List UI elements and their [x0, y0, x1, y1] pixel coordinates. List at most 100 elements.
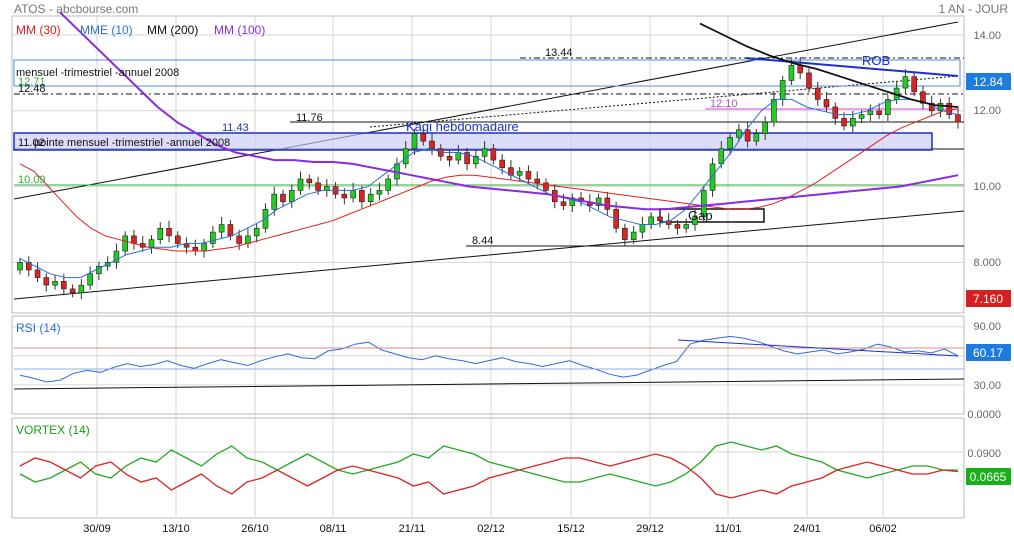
candle-body-37 — [341, 193, 348, 199]
candle-body-13 — [131, 235, 137, 244]
candle-body-77 — [692, 216, 698, 225]
legend-mm100: MM (100) — [214, 23, 265, 37]
rsi-divergence-line — [677, 339, 959, 357]
candle-body-32 — [297, 178, 304, 191]
candle-body-89 — [797, 65, 804, 74]
candle-body-33 — [306, 178, 313, 184]
candle-body-92 — [823, 99, 830, 108]
candle-body-62 — [560, 201, 567, 206]
candle-body-107 — [955, 114, 961, 123]
price-panel — [11, 15, 965, 314]
indicators — [13, 11, 965, 499]
label-11-02: 11.02 — [18, 137, 45, 149]
price-tick-10: 10.00 — [973, 181, 1001, 193]
candle-body-16 — [157, 227, 164, 240]
candle-body-39 — [359, 190, 365, 203]
candle-body-81 — [727, 137, 733, 150]
vortex-panel — [11, 417, 965, 519]
candle-body-41 — [376, 190, 383, 195]
rob-neckline — [745, 57, 959, 77]
ma-line-0 — [19, 108, 959, 252]
label-mensuel-2008: mensuel -trimestriel -annuel 2008 — [16, 67, 179, 79]
label-12-48: 12.48 — [18, 83, 46, 95]
candle-body-90 — [806, 72, 812, 89]
label-8-44: 8.44 — [472, 235, 493, 247]
legend-mm200: MM (200) — [147, 23, 198, 37]
label-12-10: 12.10 — [710, 98, 738, 110]
date-tick-11-01: 11/01 — [715, 523, 742, 535]
candle-body-53 — [481, 148, 488, 157]
label-pointe-2008: pointe mensuel -trimestriel -annuel 2008 — [34, 137, 230, 149]
candle-body-104 — [928, 102, 935, 112]
candle-body-95 — [850, 118, 856, 127]
ma-line-3 — [59, 11, 959, 211]
date-tick-26-10: 26/10 — [241, 523, 269, 535]
candle-body-84 — [753, 133, 760, 142]
candle-body-71 — [639, 224, 646, 233]
date-tick-24-01: 24/01 — [793, 523, 821, 535]
candle-body-75 — [674, 224, 681, 229]
channel-trendline — [13, 21, 959, 200]
candle-body-86 — [771, 99, 777, 123]
candle-body-88 — [788, 65, 795, 81]
chart-source: ATOS - abcbourse.com — [14, 2, 138, 16]
candle-body-0 — [17, 262, 23, 271]
candle-body-69 — [622, 227, 628, 240]
candle-body-47 — [429, 140, 435, 149]
candle-body-106 — [946, 102, 953, 115]
candle-body-12 — [122, 235, 128, 252]
vortex-axis: VORTEX (14) 0.0900 0.0665 — [16, 423, 1011, 485]
candle-body-91 — [814, 87, 821, 100]
candle-body-99 — [885, 99, 891, 115]
rsi-axis: RSI (14) 90.00 30.00 0.0000 60.17 — [16, 321, 1011, 421]
grid — [12, 16, 964, 518]
candle-body-70 — [630, 231, 637, 240]
candle-body-52 — [473, 155, 479, 165]
label-11-43: 11.43 — [222, 122, 249, 134]
candle-body-11 — [113, 250, 120, 263]
vortex-title: VORTEX (14) — [16, 423, 90, 437]
candle-body-59 — [534, 178, 541, 184]
candle-body-45 — [411, 133, 418, 149]
candle-body-21 — [201, 243, 207, 252]
candle-body-29 — [271, 193, 278, 210]
candle-body-22 — [210, 231, 216, 244]
low-marker-value: 7.160 — [973, 292, 1003, 306]
candle-body-20 — [192, 246, 199, 252]
rsi-title: RSI (14) — [16, 321, 61, 335]
vortex-line-0 — [19, 441, 958, 487]
candle-body-102 — [911, 76, 917, 93]
candle-body-50 — [455, 152, 462, 161]
label-13-44: 13.44 — [545, 47, 573, 59]
candle-body-98 — [876, 110, 882, 115]
candle-body-105 — [937, 102, 944, 112]
chart-period: 1 AN - JOUR — [939, 2, 1009, 16]
date-tick-13-10: 13/10 — [162, 523, 190, 535]
vortex-tick-0-09: 0.0900 — [967, 448, 1001, 460]
price-tick-14: 14.00 — [973, 30, 1001, 42]
candle-body-34 — [315, 182, 321, 191]
candle-body-31 — [288, 190, 295, 203]
candle-body-44 — [402, 148, 409, 165]
label-rob: ROB — [862, 53, 890, 68]
candle-body-58 — [525, 171, 532, 180]
last-price-value: 12.84 — [973, 75, 1003, 89]
rsi-trendline — [13, 378, 965, 390]
candle-body-42 — [385, 178, 391, 191]
candle-body-51 — [464, 152, 470, 165]
date-tick-08-11: 08/11 — [320, 523, 347, 535]
candle-body-49 — [446, 155, 453, 161]
label-10-09: 10.09 — [18, 174, 46, 186]
candle-body-76 — [683, 224, 690, 229]
vortex-last-value: 0.0665 — [970, 470, 1007, 484]
candle-body-30 — [280, 193, 286, 203]
candle-body-15 — [148, 239, 155, 248]
zone-pointe-2008 — [13, 132, 933, 151]
rsi-last-value: 60.17 — [973, 346, 1003, 360]
ma-line-2 — [699, 22, 959, 108]
date-axis: 30/09 13/10 26/10 08/11 21/11 02/12 15/1… — [83, 523, 897, 535]
candle-body-57 — [516, 171, 523, 176]
candle-body-2 — [34, 269, 41, 278]
candle-body-94 — [841, 118, 847, 127]
rsi-tick-90: 90.00 — [973, 321, 1001, 333]
